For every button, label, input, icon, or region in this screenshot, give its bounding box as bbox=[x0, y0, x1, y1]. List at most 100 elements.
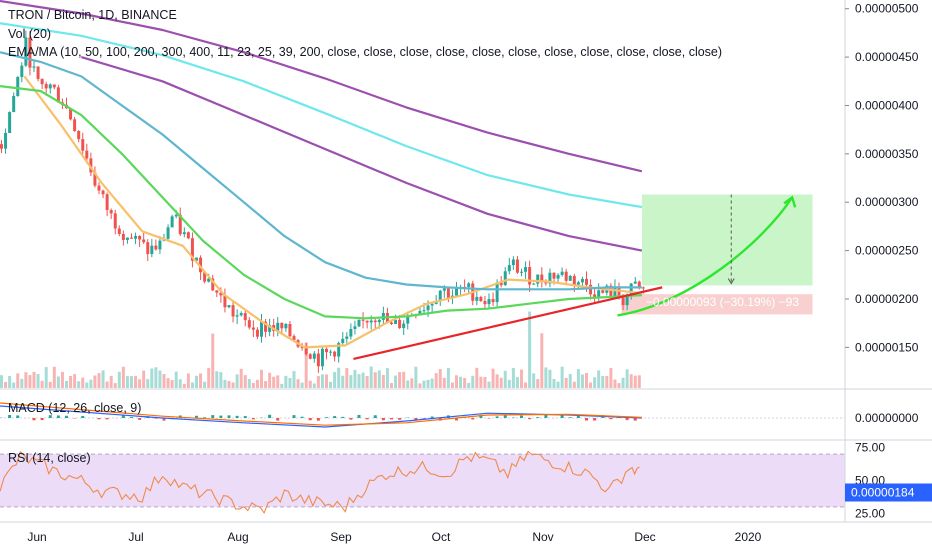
volume-bar bbox=[48, 381, 52, 388]
volume-bar bbox=[353, 369, 357, 388]
volume-bar bbox=[601, 375, 605, 388]
volume-bar bbox=[349, 375, 353, 388]
macd-histogram-bar bbox=[593, 418, 597, 421]
candle-body bbox=[166, 227, 170, 239]
volume-bar bbox=[247, 378, 251, 388]
long-position-zone bbox=[641, 194, 813, 286]
candle-body bbox=[341, 338, 345, 344]
candle-body bbox=[105, 194, 109, 211]
macd-histogram-bar bbox=[333, 416, 337, 418]
macd-histogram-bar bbox=[430, 416, 434, 418]
volume-bar bbox=[117, 371, 121, 388]
volume-bar bbox=[325, 374, 328, 388]
macd-histogram-bar bbox=[154, 418, 158, 419]
volume-bar bbox=[568, 373, 572, 388]
volume-bar bbox=[121, 366, 125, 388]
volume-bar bbox=[207, 367, 211, 388]
volume-bar bbox=[89, 379, 93, 388]
volume-bar bbox=[154, 367, 158, 388]
volume-bar bbox=[524, 382, 528, 388]
volume-bar bbox=[390, 383, 393, 388]
volume-bar bbox=[483, 376, 487, 388]
candle-body bbox=[48, 84, 52, 89]
volume-bar bbox=[211, 333, 215, 388]
candle-body bbox=[353, 326, 357, 329]
volume-bar bbox=[446, 367, 450, 388]
candle-body bbox=[329, 351, 333, 353]
macd-histogram-bar bbox=[162, 418, 166, 421]
volume-bar bbox=[166, 378, 170, 388]
macd-histogram-bar bbox=[130, 417, 133, 418]
rsi-band bbox=[0, 454, 845, 507]
candle-body bbox=[325, 348, 328, 353]
candle-body bbox=[77, 130, 81, 140]
time-tick-label: Dec bbox=[634, 530, 655, 544]
volume-bar bbox=[203, 381, 207, 388]
candle-body bbox=[357, 319, 361, 327]
volume-bar bbox=[304, 342, 308, 388]
candle-body bbox=[73, 119, 77, 131]
price-axis[interactable]: 0.00000500 0.00000450 0.00000400 0.00000350… bbox=[27, 0, 932, 544]
macd-histogram-bar bbox=[341, 416, 345, 418]
candle-body bbox=[24, 37, 28, 66]
candle-body bbox=[150, 245, 154, 255]
volume-bar bbox=[276, 375, 280, 388]
candle-body bbox=[81, 139, 85, 151]
volume-bar bbox=[215, 371, 219, 388]
volume-bar bbox=[320, 374, 324, 388]
candle-body bbox=[130, 237, 133, 239]
macd-histogram-bar bbox=[227, 415, 231, 418]
volume-bar bbox=[260, 369, 263, 388]
volume-bar bbox=[369, 366, 373, 388]
candle-body bbox=[268, 325, 272, 332]
macd-signal-line bbox=[0, 402, 642, 426]
candle-body bbox=[146, 242, 150, 255]
time-tick-label: Jul bbox=[128, 530, 143, 544]
candle-body bbox=[479, 296, 483, 301]
candle-body bbox=[300, 346, 304, 349]
plot-area[interactable]: −0.00000093 (−30.19%) −93 bbox=[0, 0, 932, 523]
time-tick-label: Oct bbox=[432, 530, 451, 544]
volume-bar bbox=[292, 371, 296, 388]
candle-body bbox=[52, 84, 56, 88]
volume-bar bbox=[170, 380, 174, 388]
volume-bar bbox=[69, 375, 73, 388]
volume-bar bbox=[138, 379, 142, 388]
volume-bar bbox=[16, 373, 20, 388]
volume-bar bbox=[520, 369, 523, 388]
candle-body bbox=[524, 267, 528, 272]
volume-bar bbox=[345, 368, 349, 388]
projection-arrow bbox=[617, 196, 794, 317]
rsi-line bbox=[0, 450, 640, 515]
volume-bar bbox=[544, 367, 548, 388]
volume-bar bbox=[394, 375, 398, 388]
candle-body bbox=[556, 274, 560, 279]
symbol-title: TRON / Bitcoin, 1D, BINANCE bbox=[8, 8, 177, 22]
macd-histogram-bar bbox=[243, 416, 247, 418]
candle-body bbox=[528, 267, 532, 285]
volume-bar bbox=[402, 371, 406, 388]
moving-average-line bbox=[0, 51, 642, 291]
volume-bar bbox=[418, 383, 422, 388]
candle-body bbox=[418, 311, 422, 316]
candle-body bbox=[617, 286, 621, 298]
candle-body bbox=[158, 240, 162, 250]
volume-bar bbox=[20, 378, 24, 388]
volume-bar bbox=[93, 375, 97, 388]
candle-body bbox=[89, 158, 93, 173]
candle-body bbox=[625, 294, 629, 306]
volume-bar bbox=[609, 368, 613, 388]
candle-body bbox=[12, 96, 16, 113]
volume-bar bbox=[385, 368, 389, 388]
candle-body bbox=[264, 321, 268, 332]
volume-bar bbox=[186, 373, 190, 388]
volume-bar bbox=[422, 380, 426, 388]
volume-bar bbox=[316, 376, 320, 388]
candle-body bbox=[215, 290, 219, 293]
volume-bar bbox=[243, 375, 247, 388]
macd-histogram-bar bbox=[235, 415, 239, 418]
volume-bar bbox=[85, 382, 89, 388]
volume-bar bbox=[637, 375, 641, 388]
volume-bar bbox=[251, 382, 255, 388]
